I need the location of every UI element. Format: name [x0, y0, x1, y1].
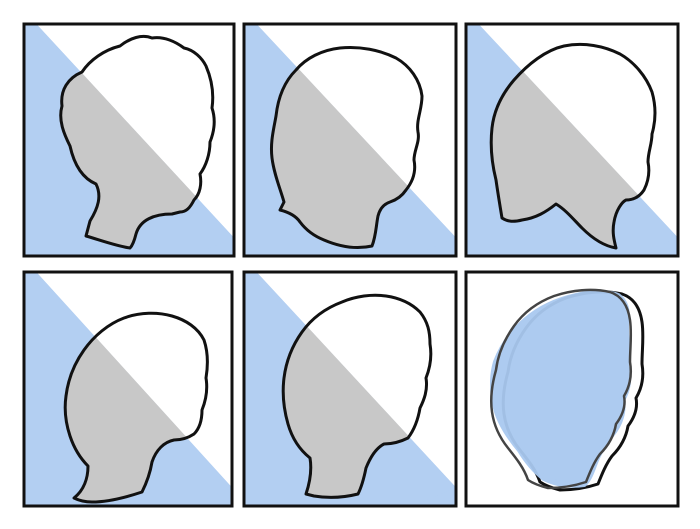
panel-2 — [242, 22, 458, 258]
panel-frame — [464, 22, 680, 258]
panel-6 — [464, 270, 680, 508]
panel-1 — [22, 22, 236, 258]
panel-frame — [22, 270, 234, 508]
panel-3 — [464, 22, 680, 258]
panel-4 — [22, 270, 234, 508]
panel-5 — [242, 270, 458, 508]
panel-frame — [464, 270, 680, 508]
panel-frame — [22, 22, 236, 258]
panel-frame — [242, 22, 458, 258]
panel-frame — [242, 270, 458, 508]
